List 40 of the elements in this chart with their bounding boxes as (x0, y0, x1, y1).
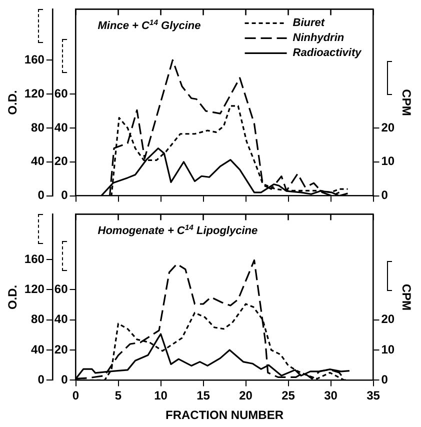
y3-tick-label: 20 (54, 342, 68, 356)
legend-label: Ninhydrin (292, 32, 344, 44)
x-tick-label: 35 (366, 388, 380, 403)
y-tick-label: 80 (31, 120, 45, 134)
y3-tick-label: 60 (54, 282, 68, 296)
legend-label: Biuret (292, 17, 326, 30)
y-axis-title: O.D. (6, 284, 20, 310)
y2-tick-label: 20 (381, 120, 395, 134)
y3-tick-label: 60 (54, 86, 68, 100)
x-axis-title: FRACTION NUMBER (166, 408, 284, 422)
y2-tick-label: 0 (381, 188, 388, 202)
y-tick-label: 160 (24, 252, 45, 266)
y3-tick-label: 40 (54, 312, 68, 326)
y3-tick-label: 0 (61, 372, 68, 387)
y3-tick-label: 0 (61, 188, 68, 202)
y-tick-label: 160 (24, 52, 45, 66)
x-tick-label: 0 (72, 388, 80, 403)
y2-tick-label: 20 (381, 312, 395, 326)
y-tick-label: 80 (31, 312, 45, 326)
legend-label: Radioactivity (292, 47, 362, 60)
x-tick-label: 30 (324, 388, 338, 403)
y2-tick-label: 10 (381, 342, 395, 356)
y2-axis-title: CPM (399, 89, 414, 116)
x-tick-label: 10 (154, 388, 168, 403)
y-axis-title: O.D. (6, 90, 20, 115)
y-tick-label: 120 (24, 282, 45, 296)
y-tick-label: 40 (31, 154, 45, 168)
y2-tick-label: 0 (381, 372, 388, 387)
x-tick-label: 20 (239, 388, 253, 403)
y2-axis-title: CPM (399, 284, 414, 311)
x-tick-label: 5 (114, 388, 122, 403)
y-tick-label: 0 (38, 372, 45, 387)
y-tick-label: 120 (24, 86, 45, 100)
y3-tick-label: 40 (54, 120, 68, 134)
y-tick-label: 0 (38, 188, 45, 202)
y2-tick-label: 10 (381, 154, 395, 168)
y3-tick-label: 20 (54, 154, 68, 168)
y-tick-label: 40 (31, 342, 45, 356)
x-tick-label: 25 (282, 388, 296, 403)
x-tick-label: 15 (196, 388, 210, 403)
